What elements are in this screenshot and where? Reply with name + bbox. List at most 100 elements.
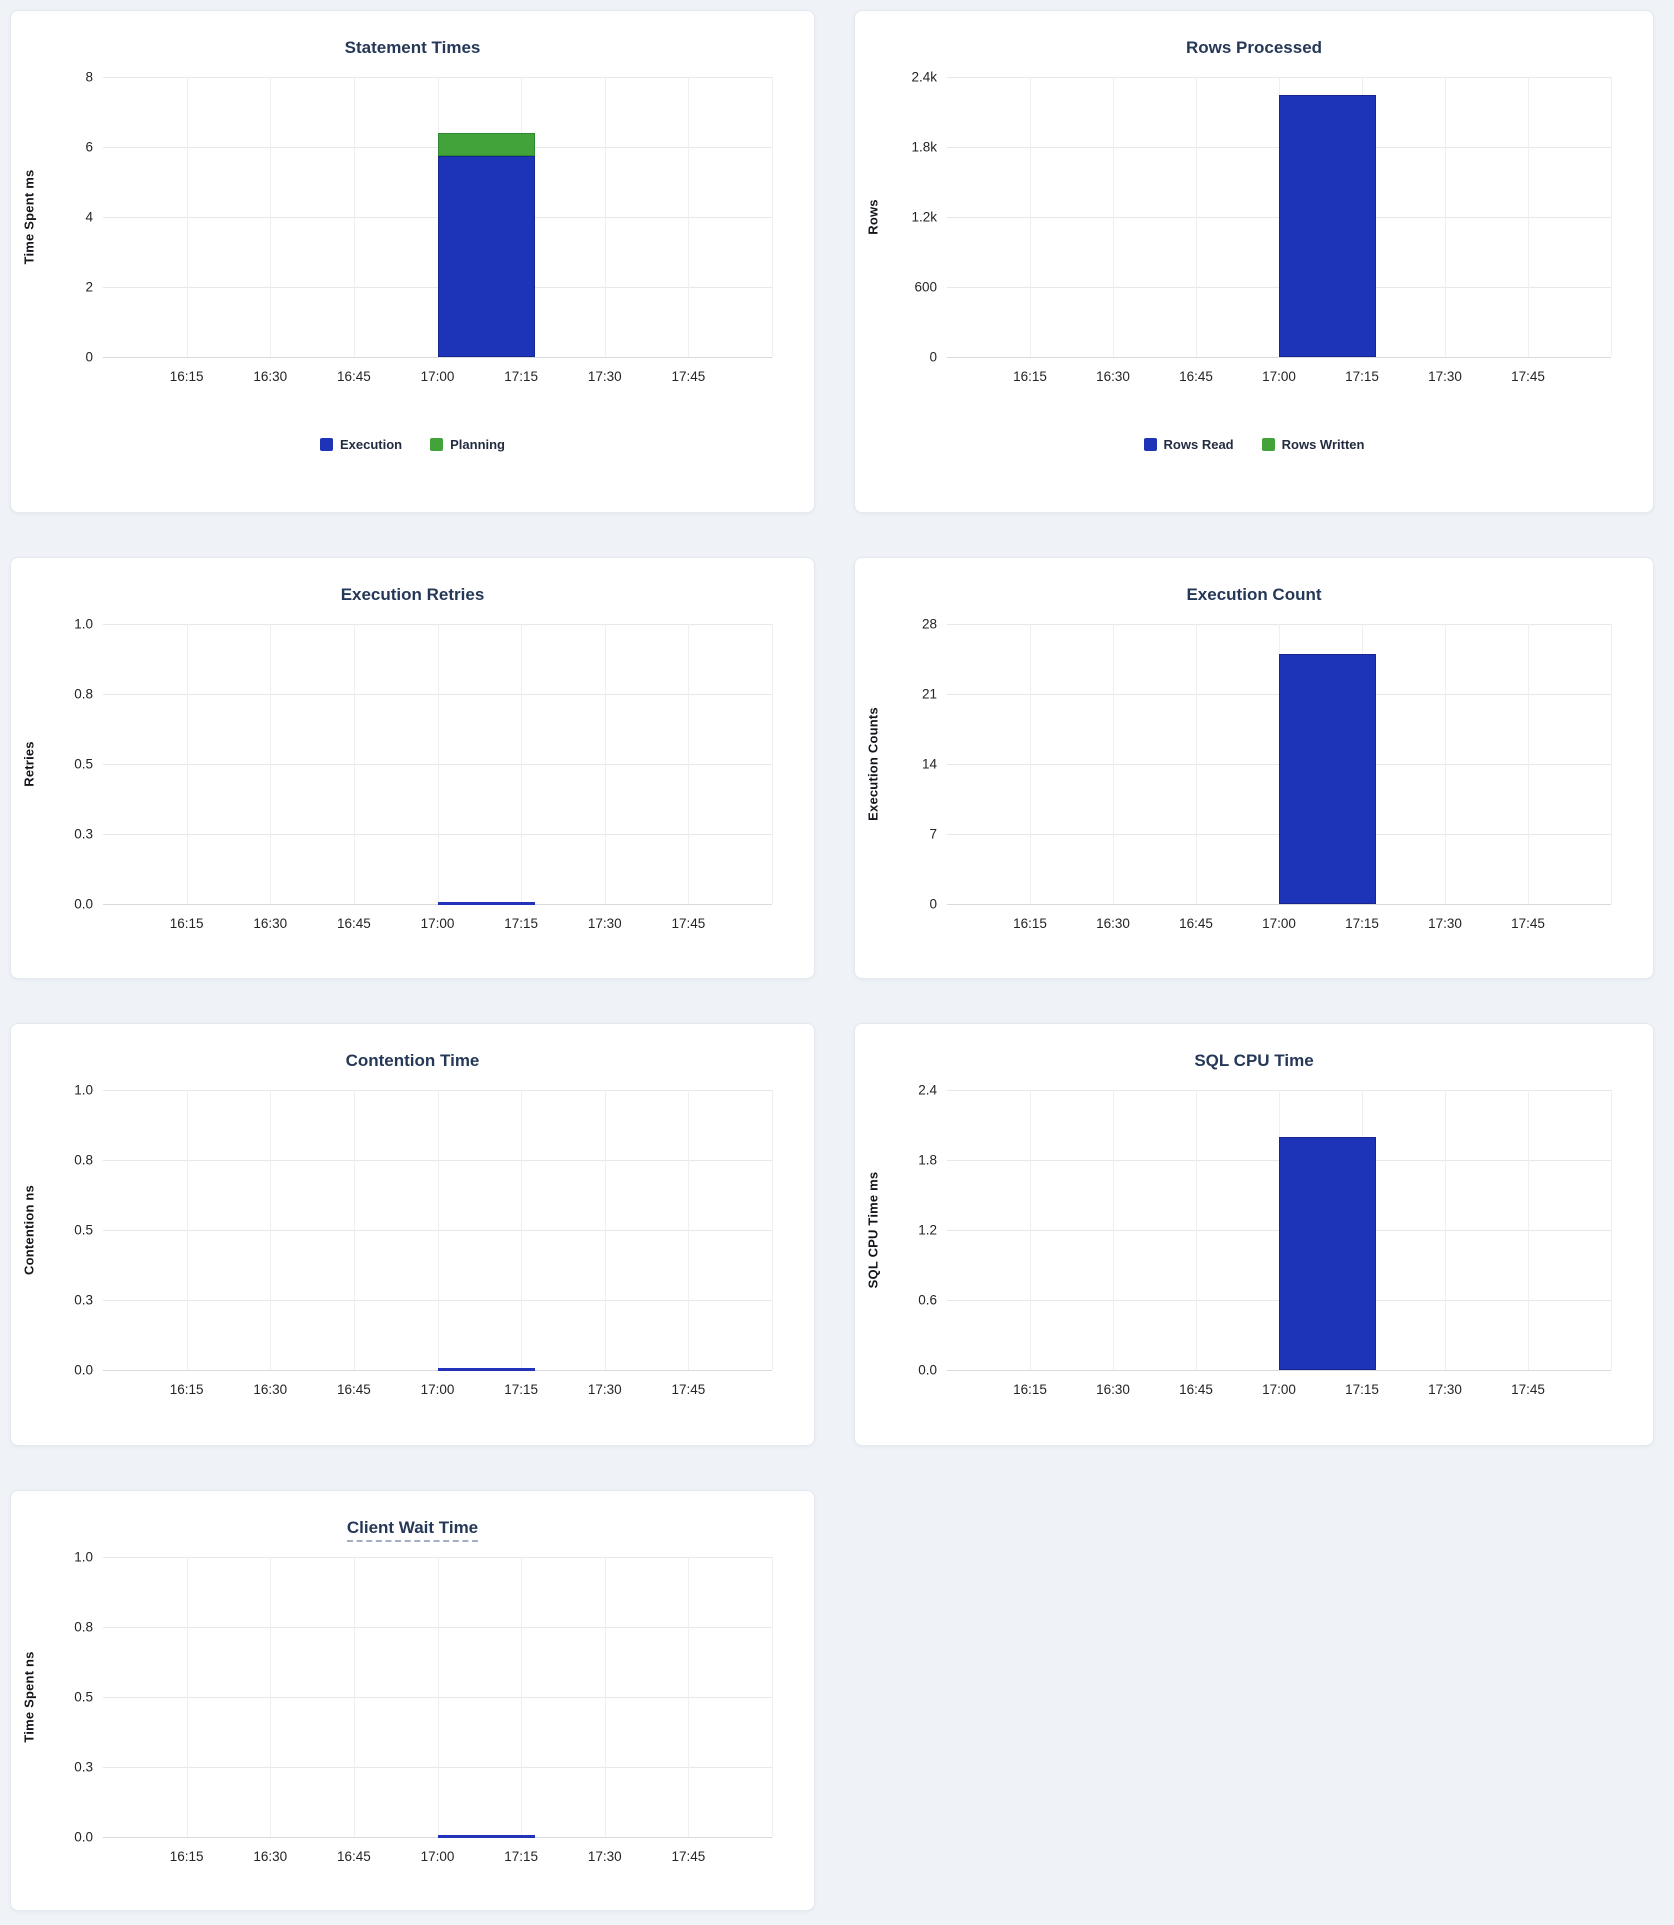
y-axis-ticks: 2.4k 1.8k 1.2k 600 0 xyxy=(891,70,947,365)
y-tick-label: 1.0 xyxy=(74,616,93,632)
x-tick-label: 16:45 xyxy=(1179,369,1213,384)
y-tick-label: 0.5 xyxy=(74,756,93,772)
x-axis-ticks: 16:15 16:30 16:45 17:00 17:15 17:30 17:45 xyxy=(103,1837,772,1871)
x-tick-label: 16:30 xyxy=(1096,369,1130,384)
y-tick-label: 0.3 xyxy=(74,826,93,842)
legend-label: Execution xyxy=(339,437,403,452)
y-tick-label: 1.2k xyxy=(911,209,937,225)
plot-column: 16:15 16:30 16:45 17:00 17:15 17:30 17:45 xyxy=(947,624,1612,938)
x-axis-ticks: 16:15 16:30 16:45 17:00 17:15 17:30 17:45 xyxy=(947,1370,1611,1404)
legend-swatch xyxy=(1261,438,1275,451)
plot-area[interactable] xyxy=(947,77,1612,358)
vertical-gridline xyxy=(353,1090,355,1370)
vertical-gridline xyxy=(1196,624,1197,904)
y-tick-label: 0.0 xyxy=(74,896,93,912)
vertical-gridline xyxy=(1528,77,1529,357)
chart-title-text: Rows Processed xyxy=(1185,38,1323,57)
x-tick-label: 17:30 xyxy=(1428,369,1462,384)
chart-body: SQL CPU Time ms 2.4 1.8 1.2 0.6 0.0 16:15 16:… xyxy=(855,1083,1653,1404)
y-tick-label: 21 xyxy=(921,686,937,702)
legend-item: Rows Read xyxy=(1143,437,1234,452)
y-tick-label: 14 xyxy=(921,756,937,772)
x-tick-label: 17:30 xyxy=(587,916,622,931)
zero-value-line[interactable] xyxy=(437,1835,536,1838)
vertical-gridline xyxy=(604,77,606,357)
x-tick-label: 16:30 xyxy=(1096,916,1130,931)
chart-title-text[interactable]: Client Wait Time xyxy=(346,1518,479,1542)
plot-area[interactable] xyxy=(103,1090,773,1371)
chart-title-text: SQL CPU Time xyxy=(1194,1051,1314,1070)
x-tick-label: 16:30 xyxy=(253,1382,288,1397)
plot-area[interactable] xyxy=(103,77,773,358)
chart-title: Execution Retries xyxy=(11,584,814,608)
plot-column: 16:15 16:30 16:45 17:00 17:15 17:30 17:45 xyxy=(947,1090,1612,1404)
chart-title: Rows Processed xyxy=(855,37,1653,61)
y-tick-label: 6 xyxy=(85,139,93,155)
chart-body: Execution Counts 28 21 14 7 0 16:15 16:30 16:4… xyxy=(855,617,1653,938)
plot-area[interactable] xyxy=(103,624,773,905)
vertical-gridline xyxy=(186,77,188,357)
y-axis-ticks: 1.0 0.8 0.5 0.3 0.0 xyxy=(47,617,103,912)
x-axis-ticks: 16:15 16:30 16:45 17:00 17:15 17:30 17:45 xyxy=(947,357,1611,391)
plot-area[interactable] xyxy=(947,624,1612,905)
chart-title: Client Wait Time xyxy=(11,1517,814,1542)
x-tick-label: 16:45 xyxy=(1179,1382,1213,1397)
zero-value-line[interactable] xyxy=(437,1368,536,1371)
x-tick-label: 16:15 xyxy=(169,1849,204,1864)
x-tick-label: 17:15 xyxy=(1345,369,1379,384)
vertical-gridline xyxy=(437,1090,439,1370)
legend-item: Execution xyxy=(319,437,403,452)
x-axis-ticks: 16:15 16:30 16:45 17:00 17:15 17:30 17:45 xyxy=(103,904,772,938)
horizontal-gridline xyxy=(947,904,1611,905)
vertical-gridline xyxy=(270,624,272,904)
zero-value-line[interactable] xyxy=(437,902,536,905)
chart-body: Contention ns 1.0 0.8 0.5 0.3 0.0 16:15 16:30… xyxy=(11,1083,814,1404)
plot-area[interactable] xyxy=(947,1090,1612,1371)
vertical-gridline xyxy=(1030,1090,1031,1370)
x-tick-label: 16:30 xyxy=(253,369,288,384)
vertical-gridline xyxy=(270,1090,272,1370)
chart-card-sql-cpu-time: SQL CPU Time SQL CPU Time ms 2.4 1.8 1.2 0.… xyxy=(854,1023,1654,1446)
y-tick-label: 1.8 xyxy=(918,1152,937,1168)
y-tick-label: 1.8k xyxy=(911,139,937,155)
x-tick-label: 17:15 xyxy=(504,369,539,384)
vertical-gridline xyxy=(688,1090,690,1370)
chart-title: Statement Times xyxy=(11,37,814,61)
y-tick-label: 0.6 xyxy=(918,1292,937,1308)
vertical-gridline xyxy=(353,77,355,357)
chart-title-text: Statement Times xyxy=(344,38,481,57)
y-tick-label: 0.0 xyxy=(74,1362,93,1378)
y-tick-label: 1.0 xyxy=(74,1549,93,1565)
bar-planning[interactable] xyxy=(437,133,536,156)
vertical-gridline xyxy=(1445,77,1446,357)
vertical-gridline xyxy=(772,1090,773,1370)
legend: Rows Read Rows Written xyxy=(855,437,1653,452)
bar-sql-cpu-time[interactable] xyxy=(1279,1136,1376,1370)
legend-label: Rows Written xyxy=(1281,437,1365,452)
chart-body: Time Spent ms 8 6 4 2 0 16:15 16:30 16:45 17:00… xyxy=(11,70,814,391)
horizontal-gridline xyxy=(947,357,1611,358)
plot-column: 16:15 16:30 16:45 17:00 17:15 17:30 17:45 xyxy=(103,624,773,938)
x-tick-label: 16:15 xyxy=(169,1382,204,1397)
x-tick-label: 16:45 xyxy=(336,1849,371,1864)
vertical-gridline xyxy=(1113,624,1114,904)
vertical-gridline xyxy=(1611,1090,1612,1370)
x-tick-label: 16:15 xyxy=(1013,1382,1047,1397)
bar-rows-read[interactable] xyxy=(1279,94,1376,357)
bar-execution[interactable] xyxy=(437,155,536,357)
x-tick-label: 17:45 xyxy=(1511,1382,1545,1397)
x-tick-label: 17:45 xyxy=(1511,369,1545,384)
plot-area[interactable] xyxy=(103,1557,773,1838)
chart-title-text: Contention Time xyxy=(345,1051,480,1070)
vertical-gridline xyxy=(1528,1090,1529,1370)
x-tick-label: 17:15 xyxy=(504,1382,539,1397)
x-tick-label: 16:30 xyxy=(1096,1382,1130,1397)
chart-card-execution-count: Execution Count Execution Counts 28 21 14 7… xyxy=(854,557,1654,979)
y-tick-label: 0.8 xyxy=(74,686,93,702)
bar-execution-count[interactable] xyxy=(1279,654,1376,904)
chart-title: Contention Time xyxy=(11,1050,814,1074)
x-tick-label: 17:00 xyxy=(420,1382,455,1397)
x-axis-ticks: 16:15 16:30 16:45 17:00 17:15 17:30 17:45 xyxy=(103,1370,772,1404)
y-tick-label: 1.2 xyxy=(918,1222,937,1238)
vertical-gridline xyxy=(1030,624,1031,904)
